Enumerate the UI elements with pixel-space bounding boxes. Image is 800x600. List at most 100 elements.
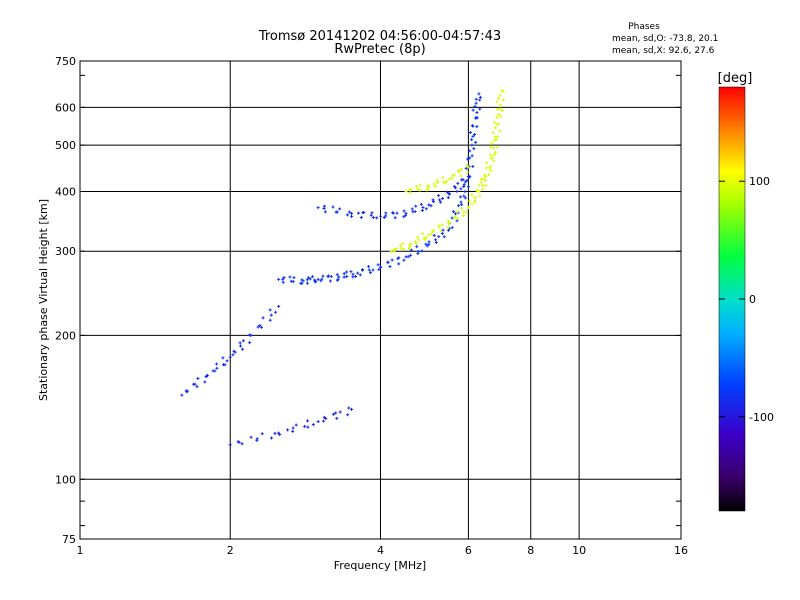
data-point (498, 129, 502, 133)
x-tick-label: 6 (465, 544, 472, 557)
data-point (291, 426, 295, 430)
data-point (452, 185, 456, 189)
y-axis-label: Stationary phase Virtual Height [km] (37, 199, 50, 401)
data-point (459, 167, 463, 171)
data-point (494, 126, 498, 130)
data-point (305, 281, 309, 285)
data-point (345, 274, 349, 278)
data-point (463, 196, 467, 200)
data-point (427, 242, 431, 246)
data-point (393, 216, 397, 220)
y-tick-label: 750 (55, 55, 76, 68)
data-point (421, 232, 425, 236)
data-point (316, 206, 320, 210)
data-point (196, 376, 200, 380)
data-point (416, 249, 420, 253)
data-point (345, 270, 349, 274)
data-point (324, 416, 328, 420)
data-point (281, 280, 285, 284)
data-point (369, 213, 373, 217)
data-point (402, 258, 406, 262)
data-point (446, 226, 450, 230)
data-point (452, 173, 456, 177)
data-point (434, 238, 438, 242)
data-point (398, 244, 402, 248)
data-point (474, 140, 478, 144)
data-point (308, 277, 312, 281)
data-point (316, 420, 320, 424)
data-point (425, 188, 429, 192)
data-point (456, 168, 460, 172)
data-point (260, 432, 264, 436)
data-point (432, 234, 436, 238)
data-point (481, 188, 485, 192)
data-point (447, 192, 451, 196)
data-point (464, 210, 468, 214)
data-point (455, 189, 459, 193)
data-point (488, 164, 492, 168)
data-point (496, 122, 500, 126)
data-point (425, 244, 429, 248)
data-point (303, 424, 307, 428)
data-point (320, 277, 324, 281)
y-tick-label: 75 (62, 533, 76, 546)
x-tick-label: 8 (527, 544, 534, 557)
data-point (258, 324, 262, 328)
data-point (468, 131, 472, 135)
data-point (382, 216, 386, 220)
data-point (394, 247, 398, 251)
data-point (306, 419, 310, 423)
data-point (451, 210, 455, 214)
data-point (321, 419, 325, 423)
data-point (417, 238, 421, 242)
data-point (455, 210, 459, 214)
data-point (347, 406, 351, 410)
data-point (368, 271, 372, 275)
data-point (453, 212, 457, 216)
data-point (426, 186, 430, 190)
data-point (221, 356, 225, 360)
data-point (495, 115, 499, 119)
data-point (447, 228, 451, 232)
data-point (294, 423, 298, 427)
data-point (471, 108, 475, 112)
data-point (371, 216, 375, 220)
data-point (471, 134, 475, 138)
data-point (414, 204, 418, 208)
data-point (470, 154, 474, 158)
data-point (418, 188, 422, 192)
data-point (475, 189, 479, 193)
data-point (399, 246, 403, 250)
data-point (281, 277, 285, 281)
data-point (477, 183, 481, 187)
data-point (402, 215, 406, 219)
data-point (321, 274, 325, 278)
data-point (392, 250, 396, 254)
data-point (419, 202, 423, 206)
data-point (437, 235, 441, 239)
colorbar-ticks: 100 0 -100 (719, 175, 774, 424)
x-tick-label: 4 (377, 544, 384, 557)
data-point (438, 198, 442, 202)
data-point (427, 203, 431, 207)
data-point (470, 202, 474, 206)
phase-stats-x: mean, sd,X: 92.6, 27.6 (612, 46, 715, 56)
data-point (232, 349, 236, 353)
y-tick-labels: 75 100 200 300 400 500 600 750 (55, 55, 76, 546)
data-point (292, 276, 296, 280)
data-point (441, 196, 445, 200)
data-point (241, 347, 245, 351)
data-point (416, 235, 420, 239)
data-point (306, 276, 310, 280)
data-point (418, 183, 422, 187)
data-point (427, 233, 431, 237)
data-point (349, 270, 353, 274)
data-point (466, 174, 470, 178)
data-point (402, 209, 406, 213)
data-point (377, 268, 381, 272)
data-point (424, 207, 428, 211)
data-point (314, 279, 318, 283)
data-point (334, 411, 338, 415)
data-point (395, 211, 399, 215)
data-point (213, 369, 217, 373)
